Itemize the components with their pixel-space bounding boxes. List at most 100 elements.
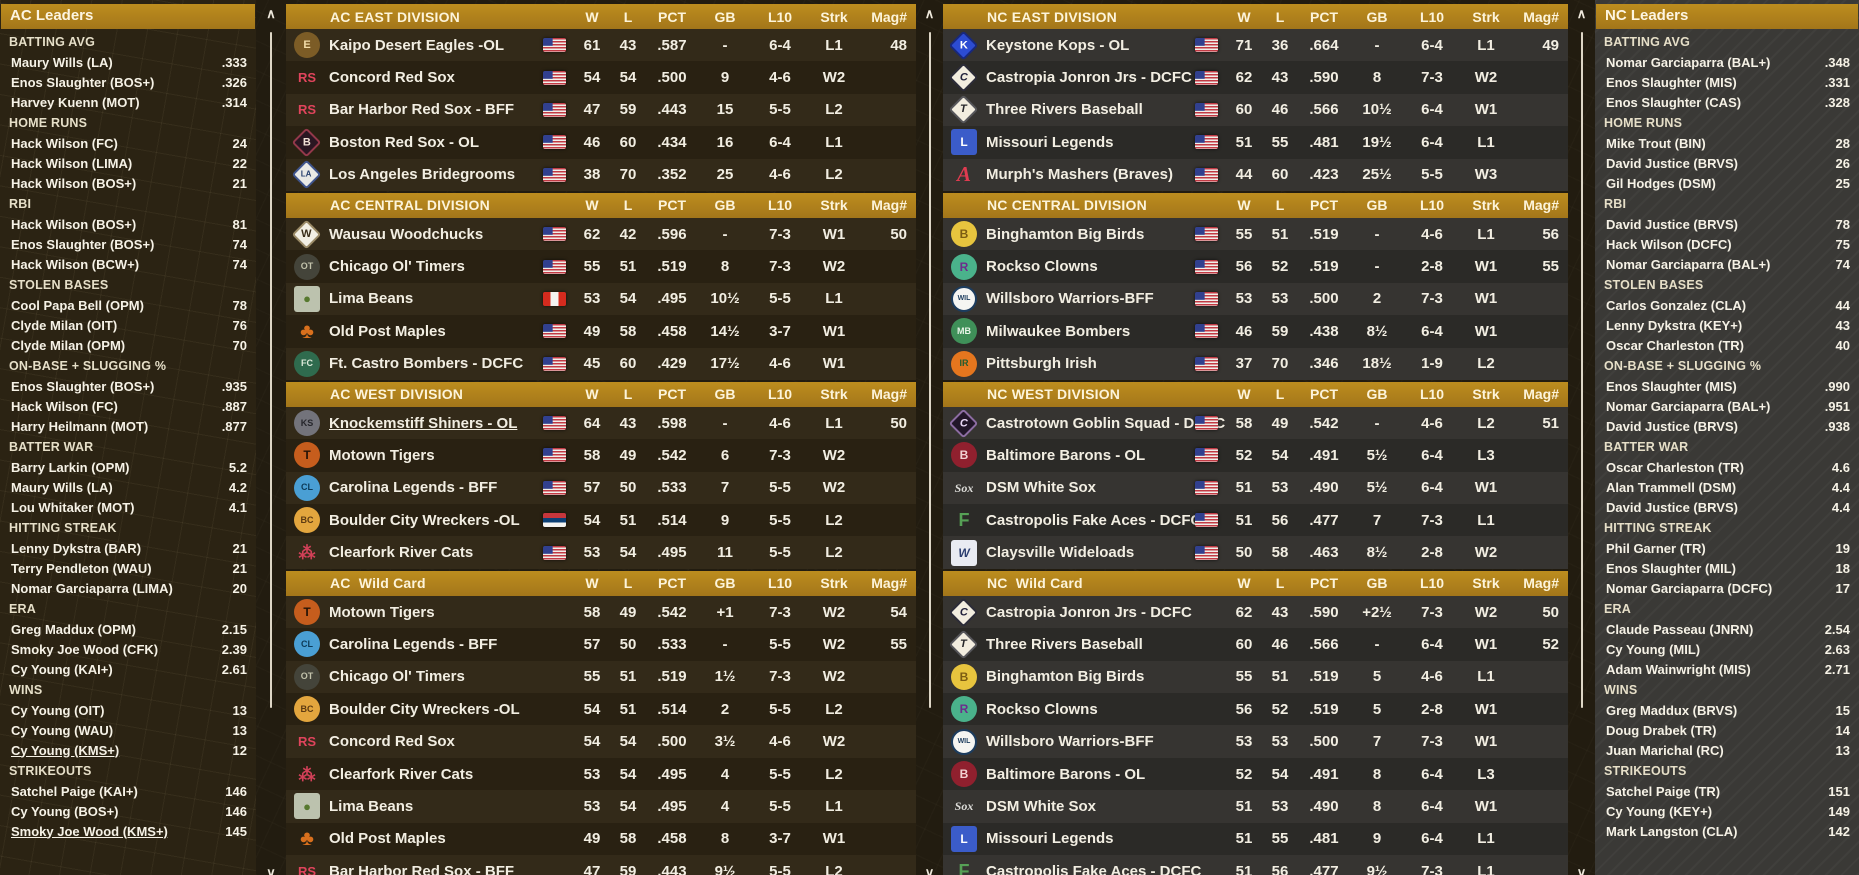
leader-row[interactable]: Greg Maddux (BRVS) 15 [1595,700,1859,720]
team-row[interactable]: C Castropia Jonron Jrs - DCFC 62 43 .590 +2½ 7… [943,595,1568,629]
team-row[interactable]: R Rockso Clowns 56 52 .519 - 2-8 W1 55 [943,250,1568,283]
team-row[interactable]: E Kaipo Desert Eagles -OL 61 43 .587 - 6-4 L1 48 [286,29,916,62]
team-row[interactable]: ⁂ Clearfork River Cats 53 54 .495 11 5-5 L2 [286,536,916,569]
team-row[interactable]: K Keystone Kops - OL 71 36 .664 - 6-4 L1 49 [943,29,1568,62]
team-row[interactable]: L Missouri Legends 51 55 .481 9 6-4 L1 [943,822,1568,855]
team-row[interactable]: RS Concord Red Sox 54 54 .500 3½ 4-6 W2 [286,725,916,758]
scrollbar-track[interactable] [928,32,931,708]
team-row[interactable]: ● Lima Beans 53 54 .495 10½ 5-5 L1 [286,282,916,316]
team-row[interactable]: F Castropolis Fake Aces - DCFC 51 56 .477 7 7-… [943,504,1568,537]
team-row[interactable]: B Baltimore Barons - OL 52 54 .491 5½ 6-4 L3 [943,439,1568,472]
leader-row[interactable]: David Justice (BRVS) 78 [1595,214,1859,234]
leader-row[interactable]: Harry Heilmann (MOT) .877 [0,416,256,436]
scroll-down-icon[interactable]: ∨ [924,865,935,875]
team-row[interactable]: B Binghamton Big Birds 55 51 .519 5 4-6 L1 [943,660,1568,694]
leader-row[interactable]: Lou Whitaker (MOT) 4.1 [0,497,256,517]
team-row[interactable]: RS Bar Harbor Red Sox - BFF 47 59 .443 9½ 5-5 L… [286,854,916,875]
team-row[interactable]: RS Bar Harbor Red Sox - BFF 47 59 .443 15 5-5 L… [286,93,916,127]
team-row[interactable]: Sox DSM White Sox 51 53 .490 5½ 6-4 W1 [943,471,1568,505]
team-row[interactable]: B Binghamton Big Birds 55 51 .519 - 4-6 L1 56 [943,217,1568,251]
leader-row[interactable]: Smoky Joe Wood (CFK) 2.39 [0,639,256,659]
team-row[interactable]: T Three Rivers Baseball 60 46 .566 10½ 6-4 W1 [943,93,1568,127]
team-row[interactable]: FC Ft. Castro Bombers - DCFC 45 60 .429 17½ 4-… [286,347,916,380]
leader-row[interactable]: Clyde Milan (OIT) 76 [0,315,256,335]
team-row[interactable]: T Three Rivers Baseball 60 46 .566 - 6-4 W1 52 [943,628,1568,661]
leader-row[interactable]: Satchel Paige (TR) 151 [1595,781,1859,801]
team-row[interactable]: MB Milwaukee Bombers 46 59 .438 8½ 6-4 W1 [943,315,1568,348]
leader-row[interactable]: Enos Slaughter (MIS) .990 [1595,376,1859,396]
team-row[interactable]: B Boston Red Sox - OL 46 60 .434 16 6-4 L1 [286,126,916,159]
leader-row[interactable]: Enos Slaughter (CAS) .328 [1595,92,1859,112]
team-row[interactable]: ♣ Old Post Maples 49 58 .458 8 3-7 W1 [286,822,916,855]
team-row[interactable]: R Rockso Clowns 56 52 .519 5 2-8 W1 [943,693,1568,726]
leader-row[interactable]: Nomar Garciaparra (BAL+) .951 [1595,396,1859,416]
leader-row[interactable]: Nomar Garciaparra (BAL+) 74 [1595,254,1859,274]
team-row[interactable]: W Claysville Wideloads 50 58 .463 8½ 2-8 W2 [943,536,1568,569]
team-row[interactable]: KS Knockemstiff Shiners - OL 64 43 .598 - 4-6 L… [286,406,916,440]
leader-row[interactable]: David Justice (BRVS) .938 [1595,416,1859,436]
leader-row[interactable]: Cy Young (KEY+) 149 [1595,801,1859,821]
leader-row[interactable]: Greg Maddux (OPM) 2.15 [0,619,256,639]
scroll-down-icon[interactable]: ∨ [266,865,276,875]
team-row[interactable]: F Castropolis Fake Aces - DCFC 51 56 .477 9½ 7… [943,854,1568,875]
team-row[interactable]: IR Pittsburgh Irish 37 70 .346 18½ 1-9 L2 [943,347,1568,380]
leader-row[interactable]: Alan Trammell (DSM) 4.4 [1595,477,1859,497]
team-row[interactable]: BC Boulder City Wreckers -OL 54 51 .514 9 5-5 L… [286,504,916,537]
leader-row[interactable]: Maury Wills (LA) 4.2 [0,477,256,497]
leader-row[interactable]: Mike Trout (BIN) 28 [1595,133,1859,153]
scrollbar-track[interactable] [270,32,272,708]
team-row[interactable]: C Castrotown Goblin Squad - DCFC 58 49 .542 -… [943,406,1568,440]
leader-row[interactable]: Harvey Kuenn (MOT) .314 [0,92,256,112]
leader-row[interactable]: Lenny Dykstra (KEY+) 43 [1595,315,1859,335]
leader-row[interactable]: Oscar Charleston (TR) 4.6 [1595,457,1859,477]
team-row[interactable]: BC Boulder City Wreckers -OL 54 51 .514 2 5-5 L… [286,693,916,726]
scrollbar-track[interactable] [1580,32,1583,708]
leader-row[interactable]: Adam Wainwright (MIS) 2.71 [1595,659,1859,679]
leader-row[interactable]: Smoky Joe Wood (KMS+) 145 [0,821,256,841]
leader-row[interactable]: Cy Young (KMS+) 12 [0,740,256,760]
scrollbar-middle[interactable]: ∧ ∨ [916,0,943,875]
team-row[interactable]: Sox DSM White Sox 51 53 .490 8 6-4 W1 [943,790,1568,823]
team-row[interactable]: RS Concord Red Sox 54 54 .500 9 4-6 W2 [286,61,916,94]
team-row[interactable]: A Murph's Mashers (Braves) 44 60 .423 25½ 5-5 W… [943,158,1568,191]
scroll-up-icon[interactable]: ∧ [924,6,935,21]
scroll-down-icon[interactable]: ∨ [1576,865,1587,875]
leader-row[interactable]: Enos Slaughter (BOS+) 74 [0,234,256,254]
leader-row[interactable]: Enos Slaughter (MIS) .331 [1595,72,1859,92]
leader-row[interactable]: Hack Wilson (DCFC) 75 [1595,234,1859,254]
team-row[interactable]: CL Carolina Legends - BFF 57 50 .533 - 5-5 W2 55 [286,628,916,661]
team-row[interactable]: ● Lima Beans 53 54 .495 4 5-5 L1 [286,790,916,823]
leader-row[interactable]: David Justice (BRVS) 26 [1595,153,1859,173]
team-row[interactable]: ⁂ Clearfork River Cats 53 54 .495 4 5-5 L2 [286,757,916,791]
leader-row[interactable]: Mark Langston (CLA) 142 [1595,821,1859,841]
leader-row[interactable]: Hack Wilson (LIMA) 22 [0,153,256,173]
leader-row[interactable]: Satchel Paige (KAI+) 146 [0,781,256,801]
team-row[interactable]: WIL Willsboro Warriors-BFF 53 53 .500 2 7-3 W1 [943,282,1568,316]
scrollbar-left[interactable]: ∧ ∨ [256,0,286,875]
team-row[interactable]: WIL Willsboro Warriors-BFF 53 53 .500 7 7-3 W1 [943,725,1568,758]
leader-row[interactable]: Nomar Garciaparra (DCFC) 17 [1595,578,1859,598]
leader-row[interactable]: Cy Young (OIT) 13 [0,700,256,720]
leader-row[interactable]: Gil Hodges (DSM) 25 [1595,173,1859,193]
scrollbar-right[interactable]: ∧ ∨ [1568,0,1595,875]
leader-row[interactable]: Cool Papa Bell (OPM) 78 [0,295,256,315]
leader-row[interactable]: Enos Slaughter (BOS+) .935 [0,376,256,396]
leader-row[interactable]: Cy Young (WAU) 13 [0,720,256,740]
leader-row[interactable]: Doug Drabek (TR) 14 [1595,720,1859,740]
leader-row[interactable]: Hack Wilson (FC) .887 [0,396,256,416]
leader-row[interactable]: Juan Marichal (RC) 13 [1595,740,1859,760]
leader-row[interactable]: Nomar Garciaparra (BAL+) .348 [1595,52,1859,72]
leader-row[interactable]: Cy Young (KAI+) 2.61 [0,659,256,679]
leader-row[interactable]: David Justice (BRVS) 4.4 [1595,497,1859,517]
leader-row[interactable]: Nomar Garciaparra (LIMA) 20 [0,578,256,598]
team-row[interactable]: T Motown Tigers 58 49 .542 6 7-3 W2 [286,439,916,472]
team-row[interactable]: OT Chicago Ol' Timers 55 51 .519 1½ 7-3 W2 [286,660,916,694]
team-row[interactable]: T Motown Tigers 58 49 .542 +1 7-3 W2 54 [286,595,916,629]
scroll-up-icon[interactable]: ∧ [266,6,276,21]
team-row[interactable]: CL Carolina Legends - BFF 57 50 .533 7 5-5 W2 [286,471,916,505]
leader-row[interactable]: Lenny Dykstra (BAR) 21 [0,538,256,558]
leader-row[interactable]: Cy Young (BOS+) 146 [0,801,256,821]
team-row[interactable]: W Wausau Woodchucks 62 42 .596 - 7-3 W1 50 [286,217,916,251]
leader-row[interactable]: Phil Garner (TR) 19 [1595,538,1859,558]
team-row[interactable]: OT Chicago Ol' Timers 55 51 .519 8 7-3 W2 [286,250,916,283]
